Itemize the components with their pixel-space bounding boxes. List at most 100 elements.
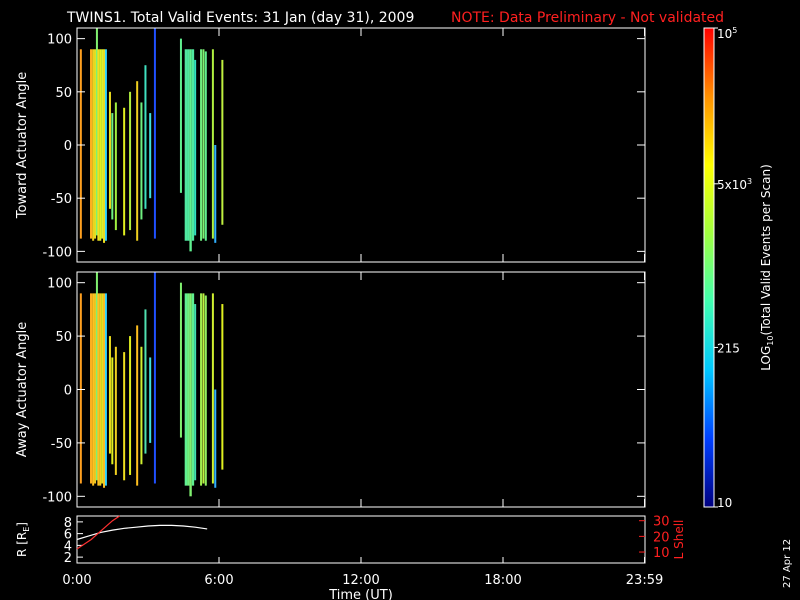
toward-strip-7 (101, 49, 104, 239)
away-strip-12 (114, 346, 117, 475)
lshell-label: L Shell (672, 520, 686, 560)
toward-strip-13 (123, 107, 126, 236)
colorbar-tick-label: 215 (717, 341, 740, 355)
date-stamp: 27 Apr 12 (782, 539, 793, 588)
toward-strip-4 (95, 28, 98, 236)
toward-strip-6 (99, 49, 102, 241)
away-strip-11 (111, 357, 114, 465)
away-strip-30 (214, 389, 217, 488)
toward-strip-25 (194, 59, 197, 236)
colorbar-tick-label: 105 (717, 26, 737, 41)
toward-strip-26 (200, 49, 203, 241)
toward-strip-22 (187, 49, 190, 241)
orbit-ytick-label: 2 (64, 551, 72, 566)
away-strip-23 (189, 293, 192, 497)
toward-strip-11 (111, 113, 114, 220)
away-strip-5 (97, 293, 100, 486)
toward-panel: 100 50 0 -50 -100 Toward Actuator Angle (15, 27, 646, 263)
toward-strip-16 (140, 102, 143, 220)
orbit-ylabel: R [RE] (15, 522, 31, 557)
xtick-label: 0:00 (62, 573, 91, 588)
orbit-ytick-label: 8 (64, 516, 72, 531)
colorbar-tick-label: 5x103 (717, 177, 752, 192)
preliminary-note: NOTE: Data Preliminary - Not validated (451, 10, 724, 26)
toward-ytick-label: 0 (64, 139, 72, 154)
toward-strip-1 (90, 49, 93, 239)
xtick-label: 18:00 (484, 573, 521, 588)
away-strip-29 (211, 293, 214, 484)
toward-strip-19 (153, 28, 156, 239)
away-strip-27 (202, 293, 205, 484)
toward-strip-29 (211, 49, 214, 239)
away-strip-6 (99, 293, 102, 486)
toward-strip-23 (189, 49, 192, 252)
toward-strip-18 (149, 113, 152, 199)
away-strip-14 (129, 336, 132, 475)
away-ytick-label: 0 (64, 384, 72, 399)
away-strip-26 (200, 293, 203, 486)
toward-ytick-label: -50 (51, 192, 72, 207)
away-strip-21 (184, 293, 188, 486)
toward-strip-28 (204, 51, 207, 241)
away-strip-8 (103, 293, 106, 488)
orbit-frame (76, 515, 646, 564)
away-ytick-label: -100 (42, 490, 72, 505)
toward-strip-8 (103, 49, 106, 243)
toward-strip-17 (144, 65, 147, 209)
away-strip-10 (108, 336, 111, 454)
away-strip-9 (104, 293, 107, 486)
away-ytick-label: -50 (51, 437, 72, 452)
away-ylabel: Away Actuator Angle (15, 322, 30, 457)
away-panel: 100 50 0 -50 -100 Away Actuator Angle (15, 271, 646, 508)
toward-strip-12 (114, 102, 117, 231)
radius-line (76, 524, 208, 541)
toward-strip-2 (92, 49, 95, 241)
colorbar-label: LOG10(Total Valid Events per Scan) (759, 164, 775, 371)
toward-strip-27 (202, 49, 205, 239)
colorbar-gradient (703, 27, 715, 508)
away-strip-18 (149, 357, 152, 443)
toward-strip-5 (97, 49, 100, 241)
away-strip-22 (187, 293, 190, 486)
x-axis-label: Time (UT) (328, 588, 393, 600)
away-strip-24 (191, 293, 195, 486)
away-strip-25 (194, 304, 197, 481)
toward-strip-0 (79, 49, 82, 239)
away-frame (76, 271, 646, 508)
toward-strip-9 (104, 49, 107, 241)
lshell-tick-label: 10 (653, 546, 670, 561)
lshell-tick-label: 30 (653, 515, 670, 530)
lshell-tick-label: 20 (653, 530, 670, 545)
away-strip-2 (92, 293, 95, 486)
orbit-ytick-label: 4 (64, 539, 72, 554)
toward-strip-30 (214, 145, 217, 243)
away-strip-19 (153, 272, 156, 484)
toward-strip-24 (191, 49, 195, 241)
toward-ytick-label: -100 (42, 245, 72, 260)
xtick-label: 6:00 (204, 573, 233, 588)
away-strip-20 (179, 282, 182, 438)
toward-strip-20 (179, 38, 182, 193)
away-strip-1 (90, 293, 93, 484)
away-strip-7 (101, 293, 104, 484)
colorbar-tick-label: 10 (717, 496, 732, 510)
toward-ytick-label: 50 (55, 86, 72, 101)
away-ytick-label: 100 (47, 277, 72, 292)
lshell-line (76, 515, 120, 550)
colorbar: 10 215 5x103 105 LOG10(Total Valid Events pe… (703, 26, 775, 510)
away-strip-28 (204, 295, 207, 486)
away-strip-31 (221, 304, 224, 470)
away-strip-17 (144, 309, 147, 454)
toward-ytick-label: 100 (47, 33, 72, 48)
away-strip-4 (95, 272, 98, 481)
orbit-ytick-label: 6 (64, 528, 72, 543)
away-strip-16 (140, 346, 143, 465)
away-strip-3 (94, 293, 97, 484)
toward-strip-15 (136, 81, 139, 241)
toward-strip-3 (94, 49, 97, 239)
toward-strip-21 (184, 49, 188, 241)
toward-strip-10 (108, 91, 111, 209)
toward-ylabel: Toward Actuator Angle (15, 72, 30, 219)
